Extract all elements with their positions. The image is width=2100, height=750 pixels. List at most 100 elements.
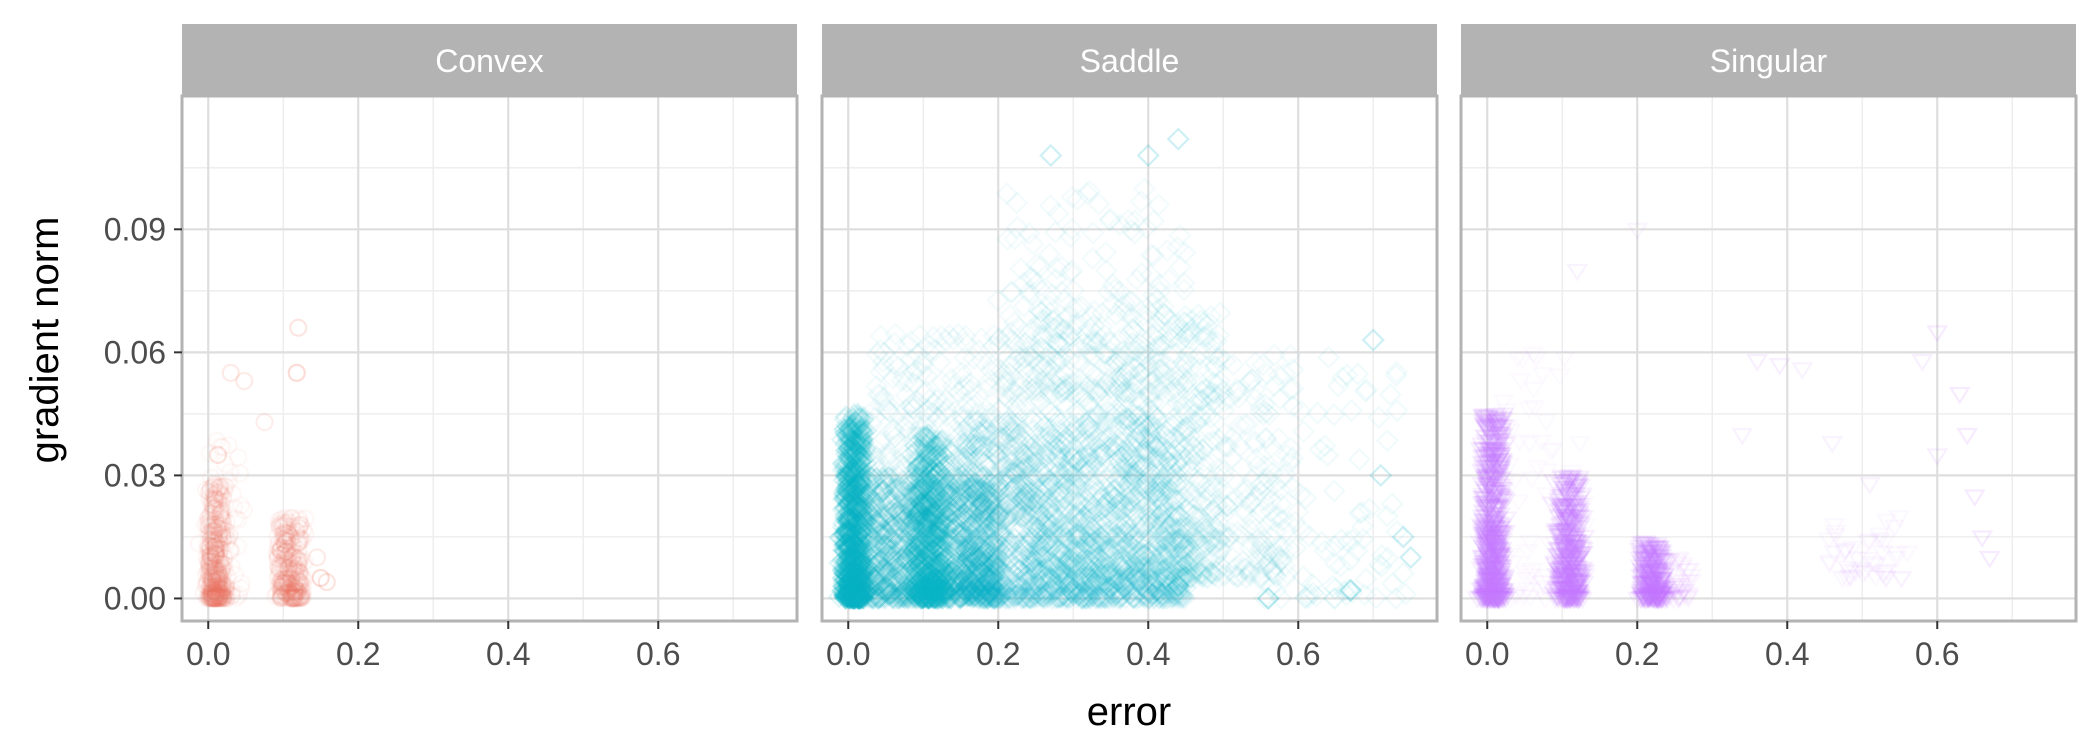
data-point	[201, 587, 220, 606]
data-point	[854, 515, 878, 539]
data-point	[844, 584, 868, 608]
data-point	[841, 545, 865, 570]
data-point	[289, 588, 309, 607]
data-point	[844, 537, 868, 561]
data-point	[273, 577, 292, 596]
data-point	[837, 569, 861, 593]
data-point	[282, 569, 301, 588]
data-point	[837, 520, 861, 545]
data-point	[202, 588, 222, 607]
data-point	[847, 449, 871, 474]
data-point	[848, 586, 872, 610]
data-point	[835, 517, 859, 542]
data-point	[836, 564, 860, 588]
data-point	[221, 463, 240, 482]
data-point	[203, 588, 223, 608]
data-point	[222, 557, 241, 576]
data-point	[219, 436, 238, 455]
data-point	[846, 472, 870, 497]
data-point	[834, 442, 858, 466]
data-point	[848, 406, 872, 430]
data-point	[842, 554, 866, 578]
data-point	[206, 498, 225, 517]
data-point	[272, 587, 291, 606]
data-point	[219, 584, 238, 604]
data-point	[271, 589, 290, 608]
data-point	[838, 583, 862, 607]
data-point	[208, 585, 227, 604]
data-point	[284, 559, 303, 578]
data-point	[843, 561, 867, 585]
data-point	[849, 520, 873, 544]
data-point	[844, 526, 868, 550]
data-point	[831, 574, 855, 598]
data-point	[211, 520, 230, 539]
data-point	[277, 570, 296, 589]
data-point	[289, 555, 308, 574]
data-point	[837, 581, 862, 606]
data-point	[267, 543, 286, 563]
data-point	[225, 498, 244, 518]
data-point	[278, 582, 298, 602]
data-point	[838, 545, 862, 569]
data-point	[847, 573, 871, 597]
data-point	[307, 548, 327, 567]
data-point	[283, 559, 303, 578]
data-point	[830, 523, 855, 547]
data-point	[202, 580, 221, 599]
data-point	[209, 538, 228, 557]
data-point	[846, 425, 870, 449]
data-point	[283, 577, 302, 597]
data-point	[282, 589, 302, 608]
data-point	[842, 558, 867, 582]
data-point	[847, 549, 871, 573]
data-point	[275, 531, 294, 550]
data-point	[208, 589, 227, 608]
data-point	[292, 588, 311, 607]
data-point	[841, 459, 865, 483]
data-point	[271, 546, 290, 565]
y-tick-label: 0.03	[104, 457, 166, 493]
data-point	[200, 536, 219, 555]
data-point	[849, 551, 873, 575]
data-point	[202, 589, 221, 608]
data-point	[210, 477, 230, 497]
data-point	[854, 486, 878, 510]
data-point	[844, 475, 868, 499]
data-point	[215, 477, 234, 496]
data-point	[212, 550, 231, 569]
data-point	[201, 556, 221, 575]
data-point	[848, 553, 872, 577]
data-point	[268, 548, 287, 567]
data-point	[850, 428, 874, 452]
data-point	[838, 481, 862, 506]
data-point	[843, 576, 867, 600]
data-point	[832, 468, 856, 492]
data-point	[844, 500, 868, 525]
data-point	[287, 579, 306, 598]
data-point	[847, 414, 871, 438]
data-point	[846, 508, 870, 533]
data-point	[212, 539, 231, 558]
data-point	[283, 548, 302, 567]
data-point	[845, 560, 869, 584]
data-point	[846, 586, 871, 610]
data-point	[280, 542, 299, 561]
data-point	[198, 552, 218, 571]
data-point	[849, 578, 873, 603]
data-point	[206, 547, 225, 566]
data-point	[837, 513, 861, 537]
data-point	[287, 525, 306, 544]
data-point	[832, 574, 856, 598]
data-point	[293, 582, 312, 601]
data-point	[285, 559, 304, 578]
data-point	[848, 477, 872, 501]
data-point	[283, 589, 302, 608]
data-point	[844, 431, 868, 455]
data-point	[283, 581, 302, 600]
data-point	[203, 554, 223, 573]
data-point	[836, 537, 860, 561]
data-point	[842, 552, 866, 576]
data-point	[203, 517, 222, 536]
data-point	[844, 488, 869, 512]
